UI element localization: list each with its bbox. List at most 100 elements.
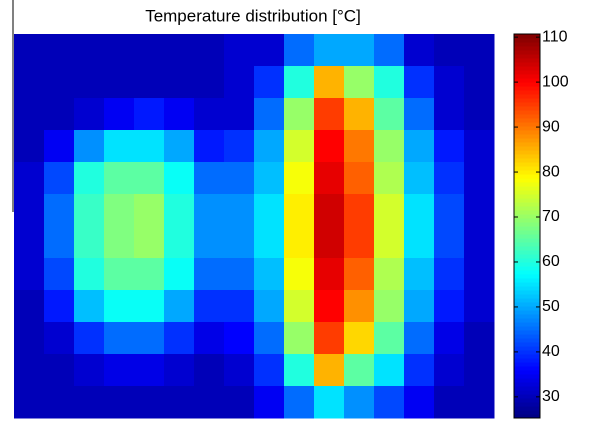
heat-cell <box>164 162 195 195</box>
heat-cell <box>284 322 315 355</box>
heat-cell <box>464 98 495 131</box>
colorbar-band <box>514 166 540 171</box>
colorbar-band <box>514 46 540 51</box>
colorbar-band <box>514 314 540 319</box>
colorbar-band <box>514 62 540 67</box>
colorbar-band <box>514 54 540 59</box>
heat-cell <box>14 226 45 259</box>
heat-cell <box>284 226 315 259</box>
heat-cell <box>404 258 435 291</box>
colorbar-band <box>514 102 540 107</box>
colorbar-band <box>514 194 540 199</box>
heat-cell <box>404 386 435 419</box>
heat-cell <box>164 34 195 67</box>
colorbar-band <box>514 202 540 207</box>
heatmap <box>14 34 495 419</box>
colorbar-tick-label: 90 <box>542 118 560 135</box>
heat-cell <box>254 226 285 259</box>
heat-cell <box>194 34 225 67</box>
colorbar-band <box>514 146 540 151</box>
heat-cell <box>404 130 435 163</box>
colorbar-band <box>514 322 540 327</box>
heat-cell <box>434 386 465 419</box>
heat-cell <box>314 322 345 355</box>
heat-cell <box>104 322 135 355</box>
colorbar-band <box>514 50 540 55</box>
heat-cell <box>434 354 465 387</box>
heat-cell <box>404 322 435 355</box>
heat-cell <box>104 34 135 67</box>
heat-cell <box>74 322 105 355</box>
colorbar-band <box>514 218 540 223</box>
colorbar-band <box>514 338 540 343</box>
heat-cell <box>404 226 435 259</box>
heat-cell <box>374 386 405 419</box>
colorbar-band <box>514 86 540 91</box>
heat-cell <box>134 34 165 67</box>
heat-cell <box>74 66 105 99</box>
heat-cell <box>134 226 165 259</box>
heat-cell <box>464 386 495 419</box>
colorbar-band <box>514 326 540 331</box>
colorbar-band <box>514 70 540 75</box>
colorbar-band <box>514 198 540 203</box>
heat-cell <box>344 258 375 291</box>
colorbar-tick-label: 80 <box>542 163 560 180</box>
colorbar-band <box>514 90 540 95</box>
heat-cell <box>134 354 165 387</box>
heat-cell <box>104 386 135 419</box>
heat-cell <box>434 226 465 259</box>
colorbar-band <box>514 278 540 283</box>
heat-cell <box>194 386 225 419</box>
colorbar-band <box>514 294 540 299</box>
heat-cell <box>374 322 405 355</box>
heat-cell <box>314 34 345 67</box>
heat-cell <box>134 194 165 227</box>
heat-cell <box>194 258 225 291</box>
colorbar-band <box>514 178 540 183</box>
heat-cell <box>404 34 435 67</box>
heat-cell <box>194 66 225 99</box>
heat-cell <box>284 354 315 387</box>
colorbar-band <box>514 186 540 191</box>
heat-cell <box>314 386 345 419</box>
heat-cell <box>464 66 495 99</box>
colorbar-band <box>514 346 540 351</box>
heat-cell <box>44 290 75 323</box>
heat-cell <box>194 194 225 227</box>
heat-cell <box>74 162 105 195</box>
heat-cell <box>44 258 75 291</box>
heat-cell <box>164 386 195 419</box>
colorbar-band <box>514 358 540 363</box>
colorbar-band <box>514 182 540 187</box>
heat-cell <box>14 322 45 355</box>
heat-cell <box>344 354 375 387</box>
heat-cell <box>164 354 195 387</box>
heat-cell <box>74 386 105 419</box>
colorbar-band <box>514 270 540 275</box>
heat-cell <box>164 322 195 355</box>
heat-cell <box>14 354 45 387</box>
heat-cell <box>164 226 195 259</box>
heat-cell <box>374 162 405 195</box>
heat-cell <box>284 258 315 291</box>
heat-cell <box>374 354 405 387</box>
heat-cell <box>314 162 345 195</box>
heat-cell <box>374 130 405 163</box>
colorbar-band <box>514 298 540 303</box>
heat-cell <box>104 98 135 131</box>
heat-cell <box>134 162 165 195</box>
colorbar-band <box>514 110 540 115</box>
heat-cell <box>44 322 75 355</box>
heat-cell <box>134 322 165 355</box>
heat-cell <box>344 130 375 163</box>
colorbar-band <box>514 254 540 259</box>
heat-cell <box>464 226 495 259</box>
colorbar-band <box>514 106 540 111</box>
colorbar-band <box>514 310 540 315</box>
colorbar-band <box>514 238 540 243</box>
heat-cell <box>434 98 465 131</box>
colorbar-band <box>514 382 540 387</box>
colorbar-band <box>514 342 540 347</box>
heat-cell <box>224 162 255 195</box>
